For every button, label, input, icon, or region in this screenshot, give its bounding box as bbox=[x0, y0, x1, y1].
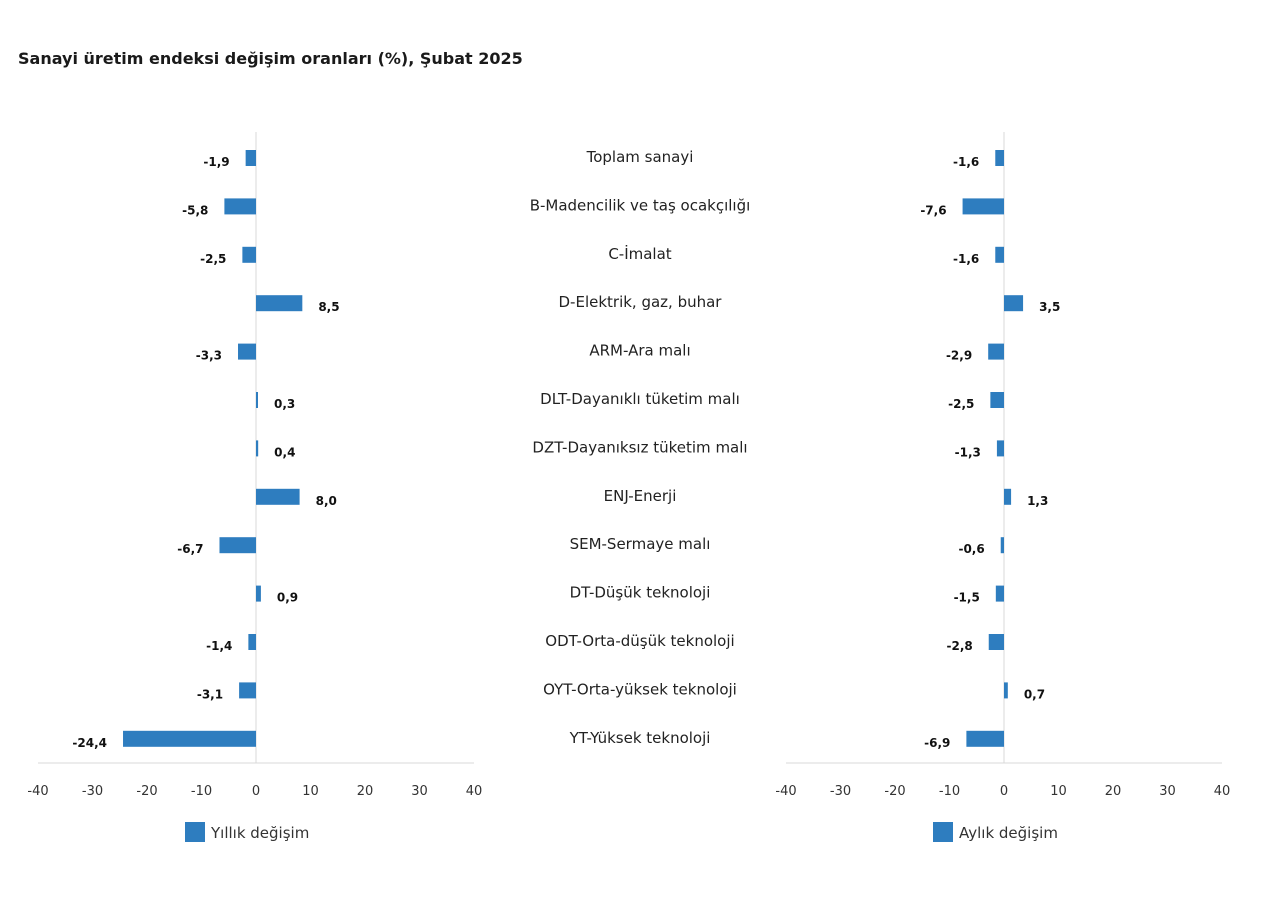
data-label: -5,8 bbox=[182, 203, 208, 217]
legend: Yıllık değişim bbox=[185, 822, 309, 842]
data-label: -1,6 bbox=[953, 252, 979, 266]
x-tick-label: 40 bbox=[1214, 784, 1231, 799]
x-tick-label: -30 bbox=[82, 784, 103, 799]
category-labels: Toplam sanayi B-Madencilik ve taş ocakçıl… bbox=[530, 148, 751, 747]
data-label: -3,3 bbox=[196, 349, 222, 363]
data-label: -2,9 bbox=[946, 349, 972, 363]
bar bbox=[256, 488, 300, 505]
bar bbox=[995, 585, 1004, 602]
bar bbox=[256, 440, 259, 457]
bar bbox=[245, 150, 256, 166]
category-label: Toplam sanayi bbox=[586, 148, 694, 166]
category-label: C-İmalat bbox=[608, 244, 671, 263]
bar bbox=[238, 343, 256, 360]
bar bbox=[1004, 488, 1012, 505]
bar bbox=[996, 440, 1004, 457]
category-label: ENJ-Enerji bbox=[604, 487, 677, 505]
category-label: ARM-Ara malı bbox=[589, 342, 690, 360]
category-label: DT-Düşük teknoloji bbox=[570, 584, 711, 602]
bar bbox=[256, 295, 303, 312]
bar bbox=[256, 585, 261, 602]
bar bbox=[219, 537, 256, 554]
data-label: -2,5 bbox=[200, 252, 226, 266]
data-label: 1,3 bbox=[1027, 494, 1048, 508]
data-label: -2,5 bbox=[948, 397, 974, 411]
bar bbox=[995, 150, 1004, 166]
x-tick-label: 0 bbox=[252, 784, 260, 799]
category-label: SEM-Sermaye malı bbox=[570, 535, 711, 553]
bar bbox=[988, 343, 1004, 360]
legend-swatch bbox=[185, 822, 205, 842]
x-tick-label: -10 bbox=[939, 784, 960, 799]
chart-title: Sanayi üretim endeksi değişim oranları (… bbox=[18, 49, 523, 68]
x-tick-label: 0 bbox=[1000, 784, 1008, 799]
category-label: D-Elektrik, gaz, buhar bbox=[559, 293, 723, 311]
legend: Aylık değişim bbox=[933, 822, 1058, 842]
data-label: -3,1 bbox=[197, 687, 223, 701]
x-tick-label: 20 bbox=[357, 784, 374, 799]
category-label: B-Madencilik ve taş ocakçılığı bbox=[530, 196, 751, 214]
x-tick-label: -40 bbox=[775, 784, 796, 799]
data-label: -2,8 bbox=[946, 639, 972, 653]
x-tick-label: -40 bbox=[27, 784, 48, 799]
legend-label: Yıllık değişim bbox=[210, 824, 309, 842]
bar bbox=[988, 634, 1004, 650]
data-label: -1,9 bbox=[203, 155, 229, 169]
data-label: 0,3 bbox=[274, 397, 295, 411]
x-tick-label: 40 bbox=[466, 784, 483, 799]
x-tick-label: 10 bbox=[302, 784, 319, 799]
bar bbox=[123, 730, 257, 747]
data-label: -1,5 bbox=[954, 591, 980, 605]
x-tick-label: 10 bbox=[1050, 784, 1067, 799]
annual-change-panel: -40 -30 -20 -10 0 10 20 30 40 -1,9 -5,8 -2,5 8,5 -3,3… bbox=[27, 132, 482, 842]
category-label: DZT-Dayanıksız tüketim malı bbox=[532, 438, 747, 456]
bar bbox=[1004, 682, 1008, 699]
legend-swatch bbox=[933, 822, 953, 842]
data-label: -1,6 bbox=[953, 155, 979, 169]
data-label: -1,3 bbox=[955, 445, 981, 459]
bar bbox=[995, 246, 1004, 263]
x-tick-label: -20 bbox=[136, 784, 157, 799]
category-label: YT-Yüksek teknoloji bbox=[569, 729, 711, 747]
bar bbox=[256, 392, 258, 408]
x-tick-label: -20 bbox=[884, 784, 905, 799]
bar bbox=[1004, 295, 1024, 312]
monthly-change-panel: -40 -30 -20 -10 0 10 20 30 40 -1,6 -7,6 -1,6 3,5 -2,9… bbox=[775, 132, 1230, 842]
bar bbox=[248, 634, 256, 650]
legend-label: Aylık değişim bbox=[959, 824, 1058, 842]
x-tick-label: 30 bbox=[411, 784, 428, 799]
bar bbox=[224, 198, 256, 215]
bar bbox=[966, 730, 1004, 747]
data-label: -0,6 bbox=[958, 542, 984, 556]
data-label: 8,5 bbox=[318, 300, 339, 314]
x-tick-label: 20 bbox=[1105, 784, 1122, 799]
x-tick-label: -10 bbox=[191, 784, 212, 799]
x-tick-label: -30 bbox=[830, 784, 851, 799]
category-label: OYT-Orta-yüksek teknoloji bbox=[543, 680, 737, 698]
data-label: -6,7 bbox=[177, 542, 203, 556]
data-label: 8,0 bbox=[316, 494, 337, 508]
data-label: 3,5 bbox=[1039, 300, 1060, 314]
bar bbox=[962, 198, 1004, 215]
category-label: ODT-Orta-düşük teknoloji bbox=[545, 632, 734, 650]
data-label: 0,4 bbox=[274, 445, 295, 459]
category-label: DLT-Dayanıklı tüketim malı bbox=[540, 390, 740, 408]
bar bbox=[239, 682, 256, 699]
data-label: -1,4 bbox=[206, 639, 232, 653]
data-label: -7,6 bbox=[920, 203, 946, 217]
data-label: 0,7 bbox=[1024, 687, 1045, 701]
bar bbox=[990, 392, 1004, 408]
data-label: 0,9 bbox=[277, 591, 298, 605]
data-label: -6,9 bbox=[924, 736, 950, 750]
x-tick-label: 30 bbox=[1159, 784, 1176, 799]
data-label: -24,4 bbox=[72, 736, 107, 750]
bar bbox=[242, 246, 256, 263]
bar bbox=[1000, 537, 1004, 554]
